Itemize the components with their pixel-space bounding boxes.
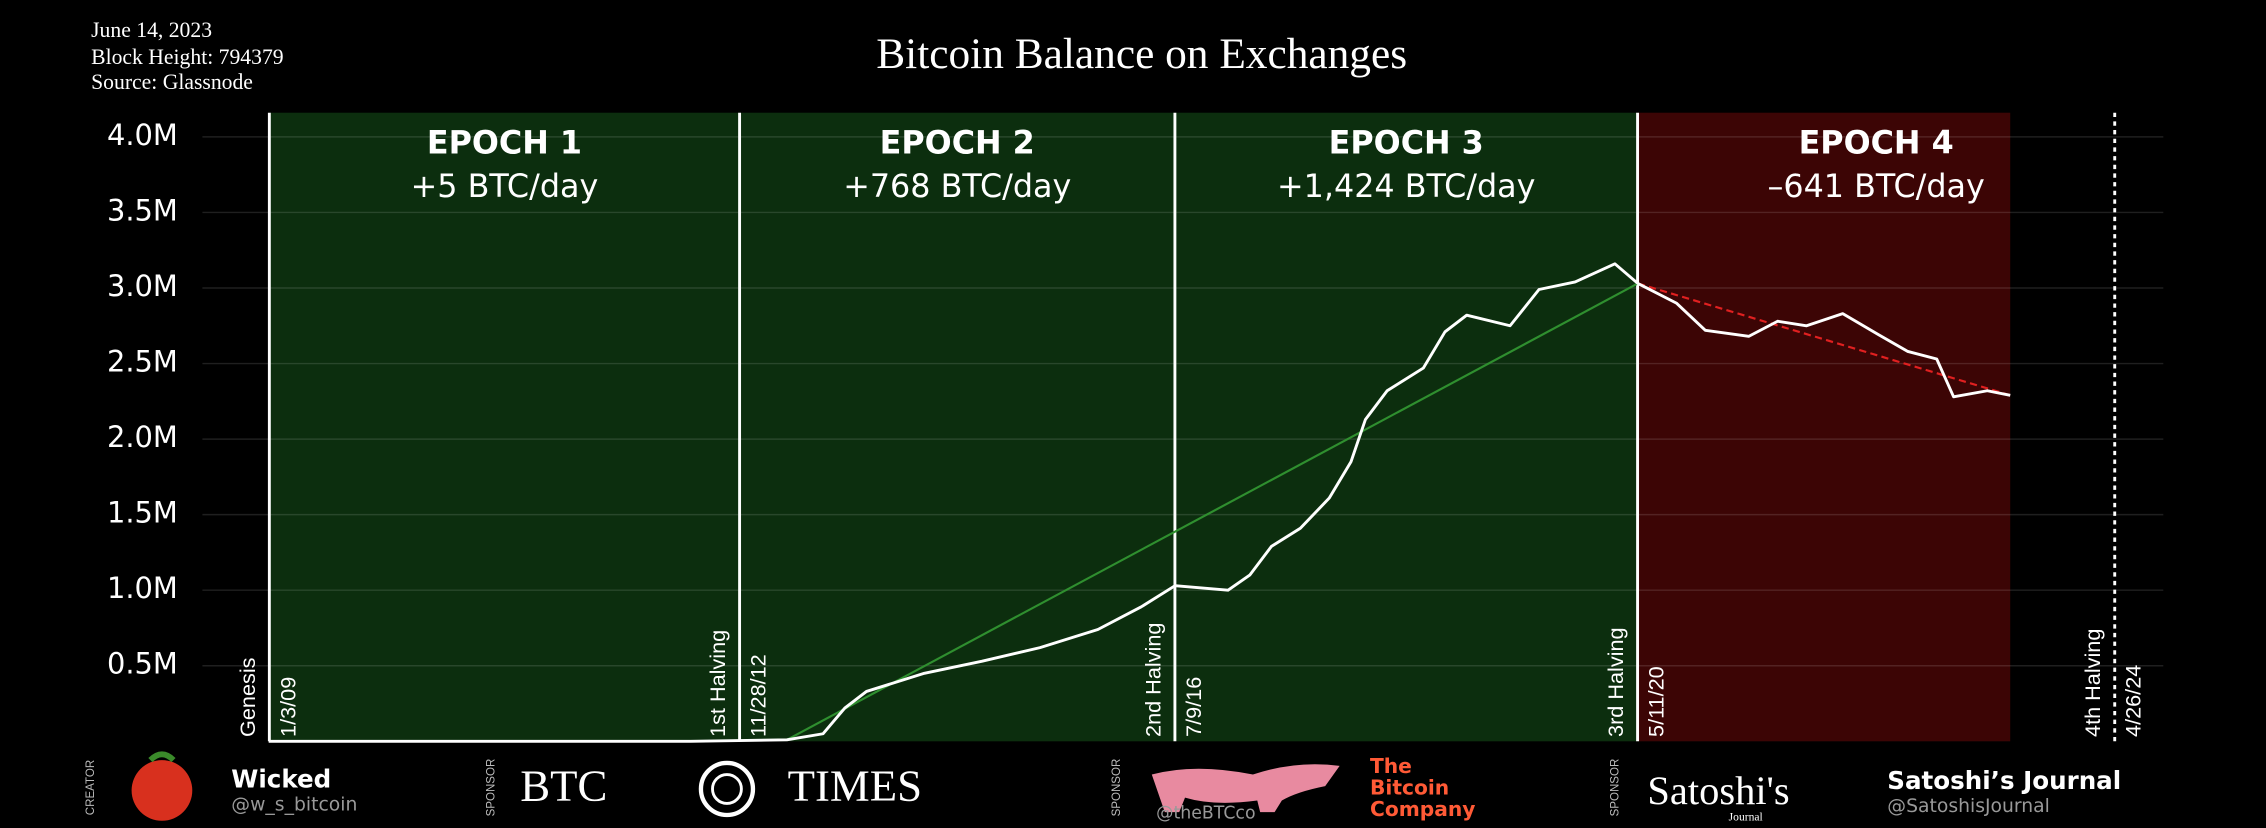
creator-logo <box>131 760 193 821</box>
event-label: 2nd Halving <box>1140 623 1165 737</box>
btc-times-coin <box>711 773 743 805</box>
info-date: June 14, 2023 <box>91 18 212 42</box>
event-date: 7/9/16 <box>1181 677 1206 737</box>
satoshis-logo: Satoshi's <box>1647 768 1789 813</box>
btc-times-coin <box>698 760 756 818</box>
epoch-name: EPOCH 1 <box>427 125 582 162</box>
epoch-rate: +768 BTC/day <box>843 168 1071 205</box>
epoch-name: EPOCH 4 <box>1799 125 1954 162</box>
event-label: 3rd Halving <box>1603 627 1628 737</box>
series-line <box>268 262 2011 743</box>
trendline <box>786 282 1639 741</box>
bitcoin-company-name: The <box>1370 754 1412 778</box>
info-block: Block Height: 794379 <box>91 45 283 69</box>
bitcoin-company-name: Company <box>1370 797 1476 821</box>
epoch-rate: –641 BTC/day <box>1767 168 1984 205</box>
epoch-rate: +5 BTC/day <box>411 168 599 205</box>
satoshis-handle: @SatoshisJournal <box>1887 796 2050 817</box>
bitcoin-company-name: Bitcoin <box>1370 775 1449 799</box>
y-tick-label: 2.5M <box>107 345 178 379</box>
footer-role: CREATOR <box>85 760 97 815</box>
trendline <box>1637 282 2011 397</box>
event-date: 11/28/12 <box>746 654 771 737</box>
event-label: Genesis <box>235 657 260 737</box>
chart-title: Bitcoin Balance on Exchanges <box>876 30 1407 78</box>
footer-role: SPONSOR <box>1610 759 1622 817</box>
event-label: 1st Halving <box>705 630 730 737</box>
event-date: 5/11/20 <box>1644 666 1669 737</box>
event-date: 1/3/09 <box>275 677 300 737</box>
plot-area: EPOCH 1 +5 BTC/day EPOCH 2 +768 BTC/day EPOC… <box>107 112 2164 743</box>
creator-handle: @w_s_bitcoin <box>231 794 357 815</box>
y-tick-label: 1.0M <box>107 571 178 605</box>
event-date: 4/26/24 <box>2121 665 2146 737</box>
footer-role: SPONSOR <box>485 759 497 817</box>
btc-times-left: BTC <box>520 761 607 811</box>
info-source: Source: Glassnode <box>91 70 253 94</box>
y-tick-label: 3.5M <box>107 193 178 227</box>
satoshis-logo-sub: Journal <box>1729 811 1763 824</box>
epoch-region <box>1174 112 1638 742</box>
y-tick-label: 4.0M <box>107 118 178 152</box>
creator-name: Wicked <box>231 764 331 793</box>
y-tick-label: 1.5M <box>107 496 178 530</box>
bitcoin-company-logo <box>1151 764 1340 813</box>
epoch-name: EPOCH 2 <box>880 125 1035 162</box>
y-tick-label: 0.5M <box>107 647 178 681</box>
epoch-region <box>269 112 740 742</box>
y-tick-label: 2.0M <box>107 420 178 454</box>
y-tick-label: 3.0M <box>107 269 178 303</box>
epoch-rate: +1,424 BTC/day <box>1277 168 1535 205</box>
epoch-region <box>1637 112 2011 742</box>
epoch-name: EPOCH 3 <box>1329 125 1484 162</box>
footer-role: SPONSOR <box>1111 759 1123 817</box>
bitcoin-company-handle: @theBTCco <box>1156 804 1255 824</box>
epoch-region <box>739 112 1175 742</box>
footer: CREATOR Wicked @w_s_bitcoin SPONSOR BTC … <box>85 751 2121 824</box>
event-label: 4th Halving <box>2080 629 2105 737</box>
creator-logo-leaf <box>148 751 176 763</box>
btc-times-right: TIMES <box>788 761 922 811</box>
satoshis-name: Satoshi’s Journal <box>1887 766 2121 795</box>
